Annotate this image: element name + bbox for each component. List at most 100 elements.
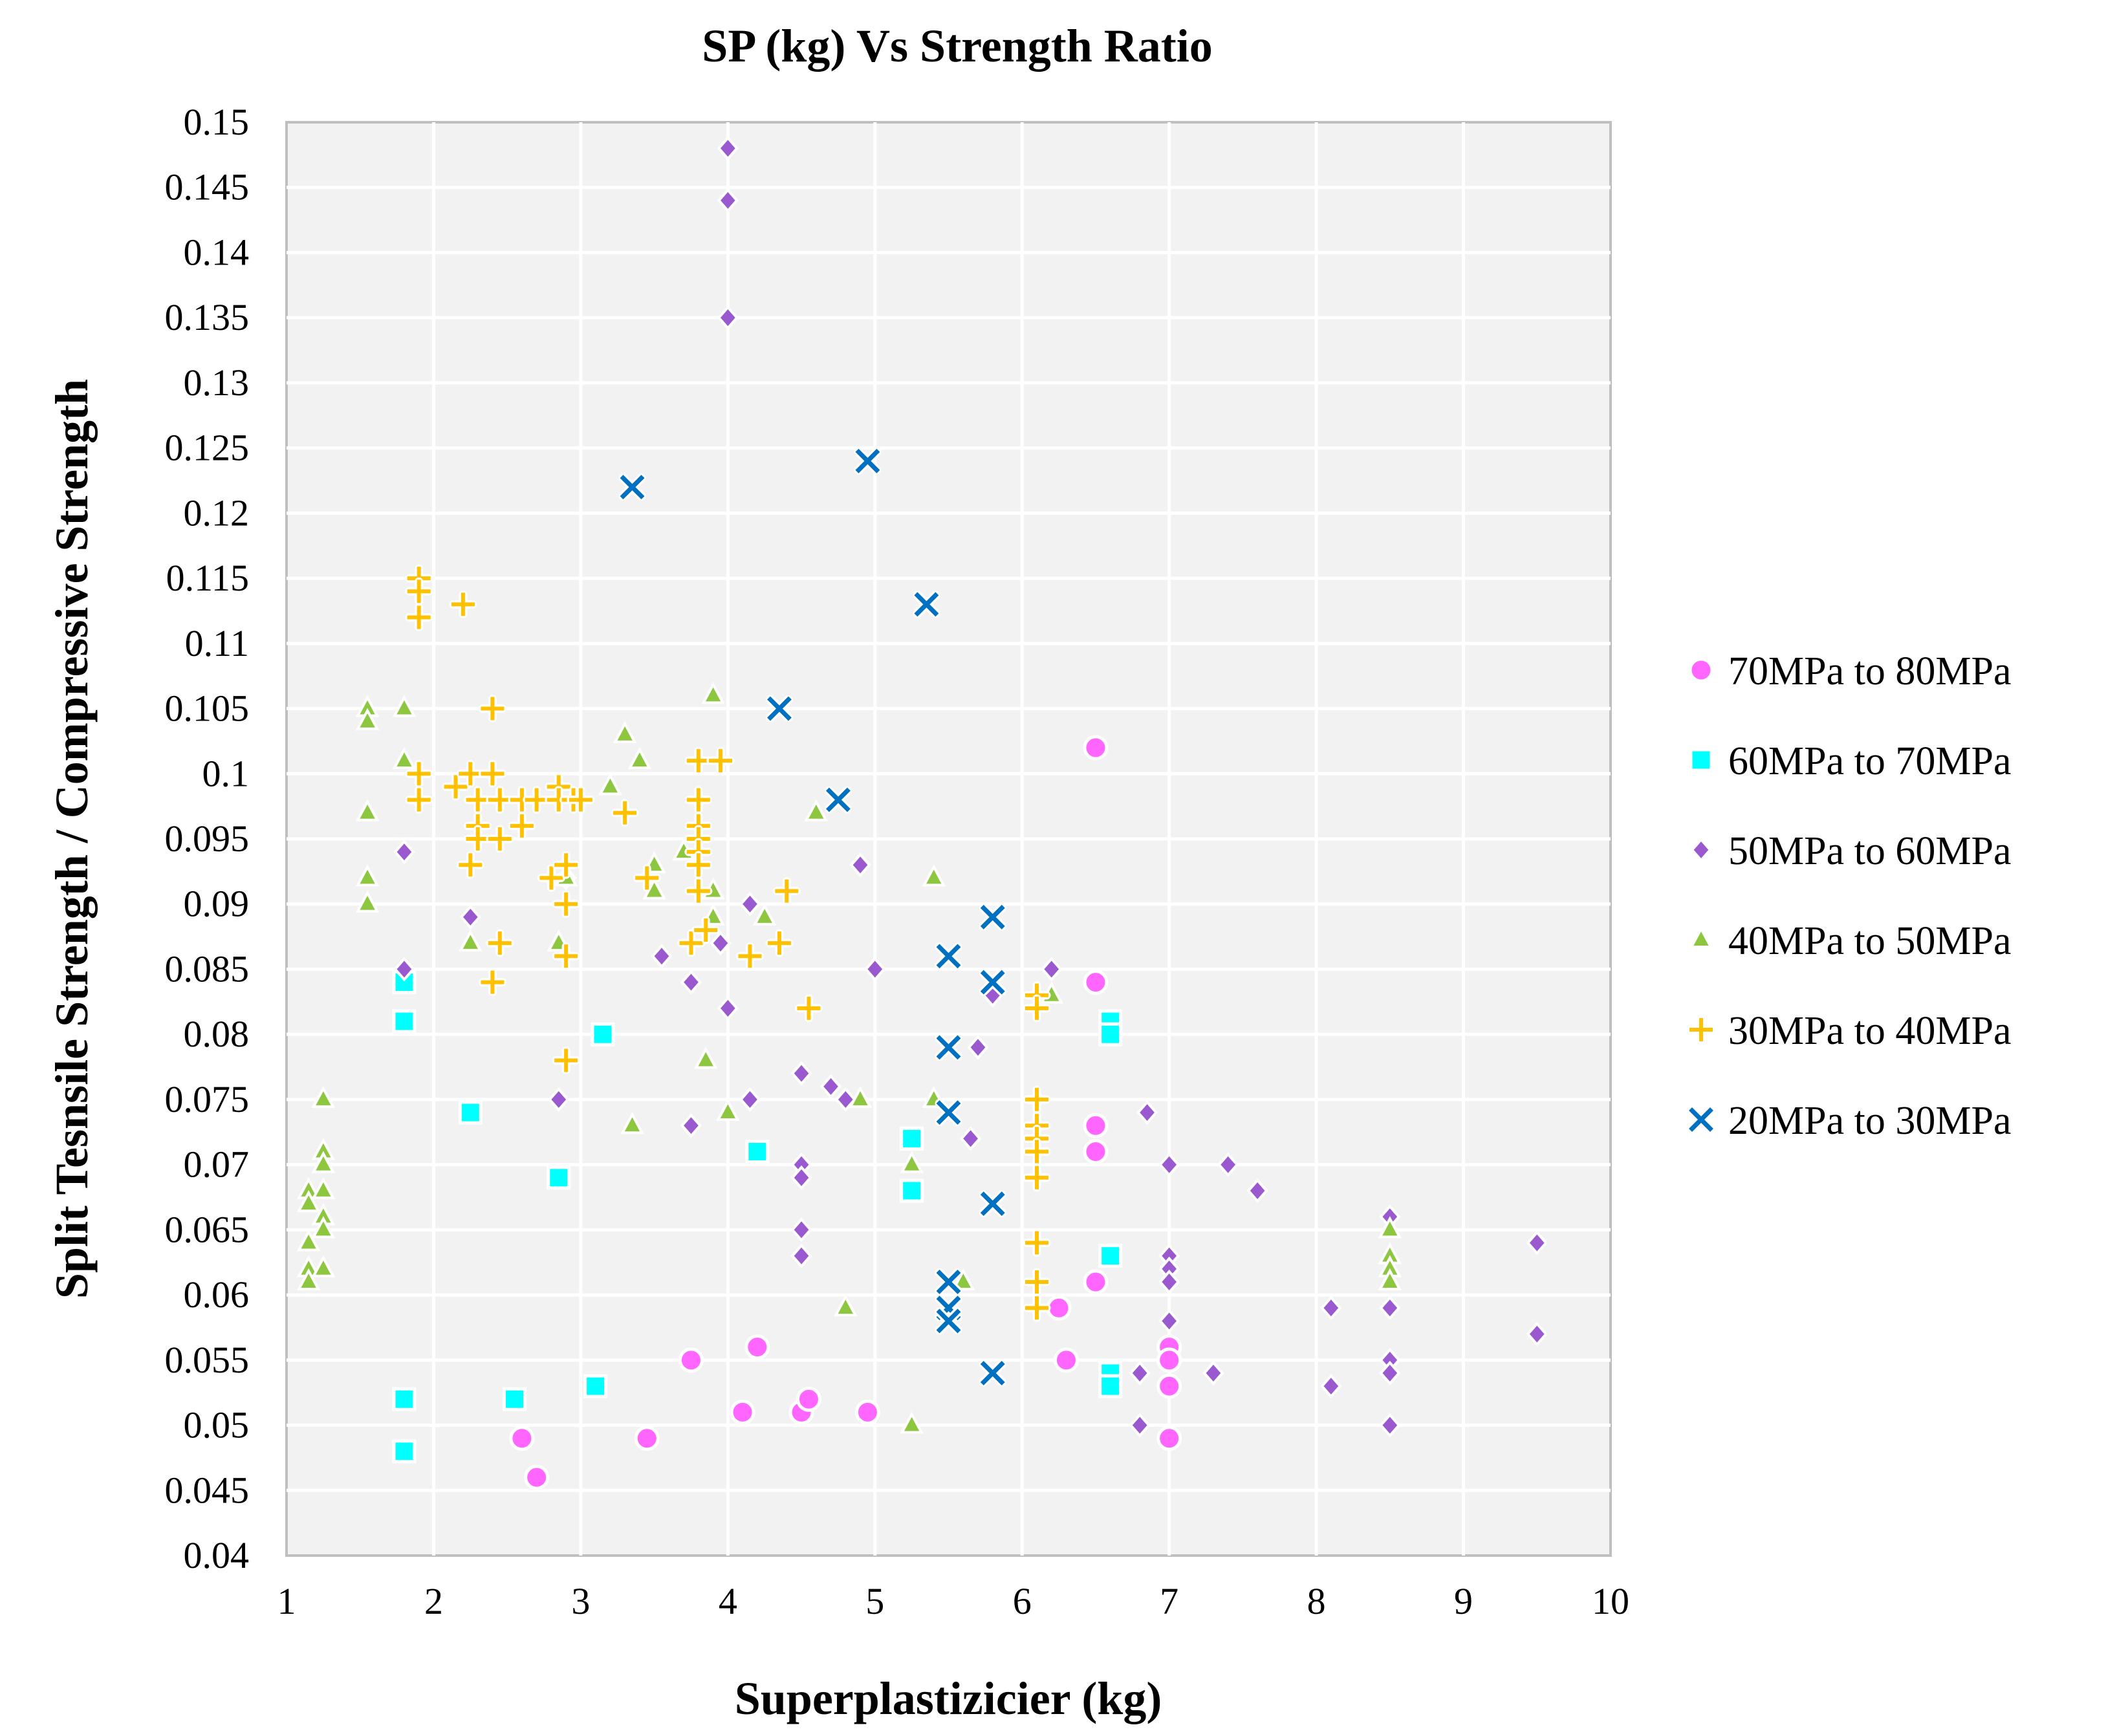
data-point bbox=[747, 1141, 768, 1162]
data-point bbox=[548, 1167, 569, 1188]
legend-item: 60MPa to 70MPa bbox=[1691, 739, 2011, 783]
y-tick-label: 0.065 bbox=[165, 1208, 250, 1250]
y-tick-label: 0.085 bbox=[165, 948, 250, 990]
data-point bbox=[552, 851, 580, 879]
x-axis-title: Superplastizicier (kg) bbox=[735, 1673, 1162, 1724]
data-point bbox=[394, 1441, 415, 1462]
data-point bbox=[552, 890, 580, 918]
y-tick-label: 0.115 bbox=[166, 557, 249, 599]
legend-label: 40MPa to 50MPa bbox=[1728, 919, 2011, 963]
y-tick-label: 0.14 bbox=[184, 231, 250, 273]
data-point bbox=[449, 590, 477, 618]
legend-marker bbox=[1687, 1015, 1715, 1044]
legend-label: 30MPa to 40MPa bbox=[1728, 1009, 2011, 1053]
data-point bbox=[464, 786, 492, 814]
y-tick-label: 0.095 bbox=[165, 818, 250, 860]
data-point bbox=[460, 1102, 481, 1123]
data-point bbox=[508, 812, 536, 840]
y-tick-label: 0.06 bbox=[184, 1274, 250, 1316]
y-tick-label: 0.1 bbox=[202, 752, 250, 794]
data-point bbox=[618, 473, 646, 501]
data-point bbox=[1085, 1271, 1107, 1293]
data-point bbox=[746, 1336, 768, 1358]
legend-label: 50MPa to 60MPa bbox=[1728, 829, 2011, 873]
y-tick-label: 0.09 bbox=[184, 883, 250, 925]
data-point bbox=[405, 603, 433, 632]
data-point bbox=[585, 1376, 606, 1396]
tick-labels: 1 2 3 4 5 6 7 8 9 10 0.04 0.045 0.05 0.055 0.06 0.065 0.… bbox=[165, 101, 1630, 1622]
data-point bbox=[405, 786, 433, 814]
legend-item: 50MPa to 60MPa bbox=[1691, 829, 2011, 873]
data-point bbox=[798, 1388, 820, 1410]
y-tick-label: 0.08 bbox=[184, 1013, 250, 1055]
x-tick-label: 4 bbox=[719, 1580, 737, 1622]
series-5 bbox=[405, 564, 1051, 1322]
data-points bbox=[298, 136, 1548, 1488]
y-tick-label: 0.055 bbox=[165, 1339, 250, 1381]
data-point bbox=[486, 929, 514, 957]
data-point bbox=[735, 942, 764, 970]
data-point bbox=[935, 942, 962, 970]
y-tick-label: 0.105 bbox=[165, 688, 250, 730]
data-point bbox=[1100, 1376, 1121, 1396]
y-tick-label: 0.04 bbox=[184, 1534, 250, 1576]
data-point bbox=[1100, 1024, 1121, 1045]
data-point bbox=[1158, 1427, 1180, 1449]
data-point bbox=[478, 695, 506, 723]
legend-item: 70MPa to 80MPa bbox=[1690, 649, 2011, 693]
data-point bbox=[854, 447, 882, 475]
data-point bbox=[794, 994, 823, 1023]
data-point bbox=[567, 786, 595, 814]
data-point bbox=[442, 772, 470, 801]
x-tick-label: 6 bbox=[1013, 1580, 1032, 1622]
y-tick-label: 0.15 bbox=[184, 101, 250, 143]
data-point bbox=[902, 1128, 922, 1149]
data-point bbox=[677, 929, 705, 957]
data-point bbox=[633, 863, 661, 892]
x-tick-label: 3 bbox=[571, 1580, 590, 1622]
legend-item: 20MPa to 30MPa bbox=[1688, 1099, 2011, 1143]
data-point bbox=[935, 1099, 962, 1127]
data-point bbox=[505, 1389, 525, 1409]
y-tick-label: 0.05 bbox=[184, 1404, 250, 1446]
data-point bbox=[684, 786, 713, 814]
data-point bbox=[1085, 1114, 1107, 1136]
x-tick-label: 2 bbox=[424, 1580, 443, 1622]
x-tick-label: 9 bbox=[1454, 1580, 1473, 1622]
data-point bbox=[1023, 1137, 1051, 1166]
data-point bbox=[1158, 1349, 1180, 1371]
data-point bbox=[913, 591, 940, 618]
gridlines bbox=[287, 122, 1611, 1556]
data-point bbox=[1023, 1229, 1051, 1257]
x-tick-label: 10 bbox=[1592, 1580, 1629, 1622]
legend-marker bbox=[1690, 659, 1712, 681]
y-tick-label: 0.12 bbox=[184, 492, 250, 534]
data-point bbox=[592, 1024, 613, 1045]
data-point bbox=[706, 746, 735, 775]
data-point bbox=[486, 825, 514, 853]
legend-label: 20MPa to 30MPa bbox=[1728, 1099, 2011, 1143]
data-point bbox=[935, 1034, 962, 1061]
legend-item: 30MPa to 40MPa bbox=[1687, 1009, 2011, 1053]
data-point bbox=[1023, 1268, 1051, 1296]
data-point bbox=[824, 786, 852, 814]
data-point bbox=[1023, 994, 1051, 1023]
data-point bbox=[1023, 1294, 1051, 1322]
y-tick-label: 0.125 bbox=[165, 427, 250, 469]
series-6 bbox=[618, 447, 1006, 1387]
data-point bbox=[511, 1427, 533, 1449]
data-point bbox=[765, 929, 794, 957]
data-point bbox=[1023, 1164, 1051, 1192]
data-point bbox=[1158, 1375, 1180, 1397]
legend: 70MPa to 80MPa 60MPa to 70MPa 50MPa to 60M… bbox=[1687, 649, 2011, 1143]
data-point bbox=[1055, 1349, 1077, 1371]
x-tick-label: 5 bbox=[865, 1580, 884, 1622]
data-point bbox=[1085, 1140, 1107, 1162]
data-point bbox=[684, 851, 713, 879]
data-point bbox=[691, 916, 720, 944]
data-point bbox=[636, 1427, 658, 1449]
data-point bbox=[1100, 1246, 1121, 1266]
data-point bbox=[684, 746, 713, 775]
data-point bbox=[979, 1190, 1006, 1218]
